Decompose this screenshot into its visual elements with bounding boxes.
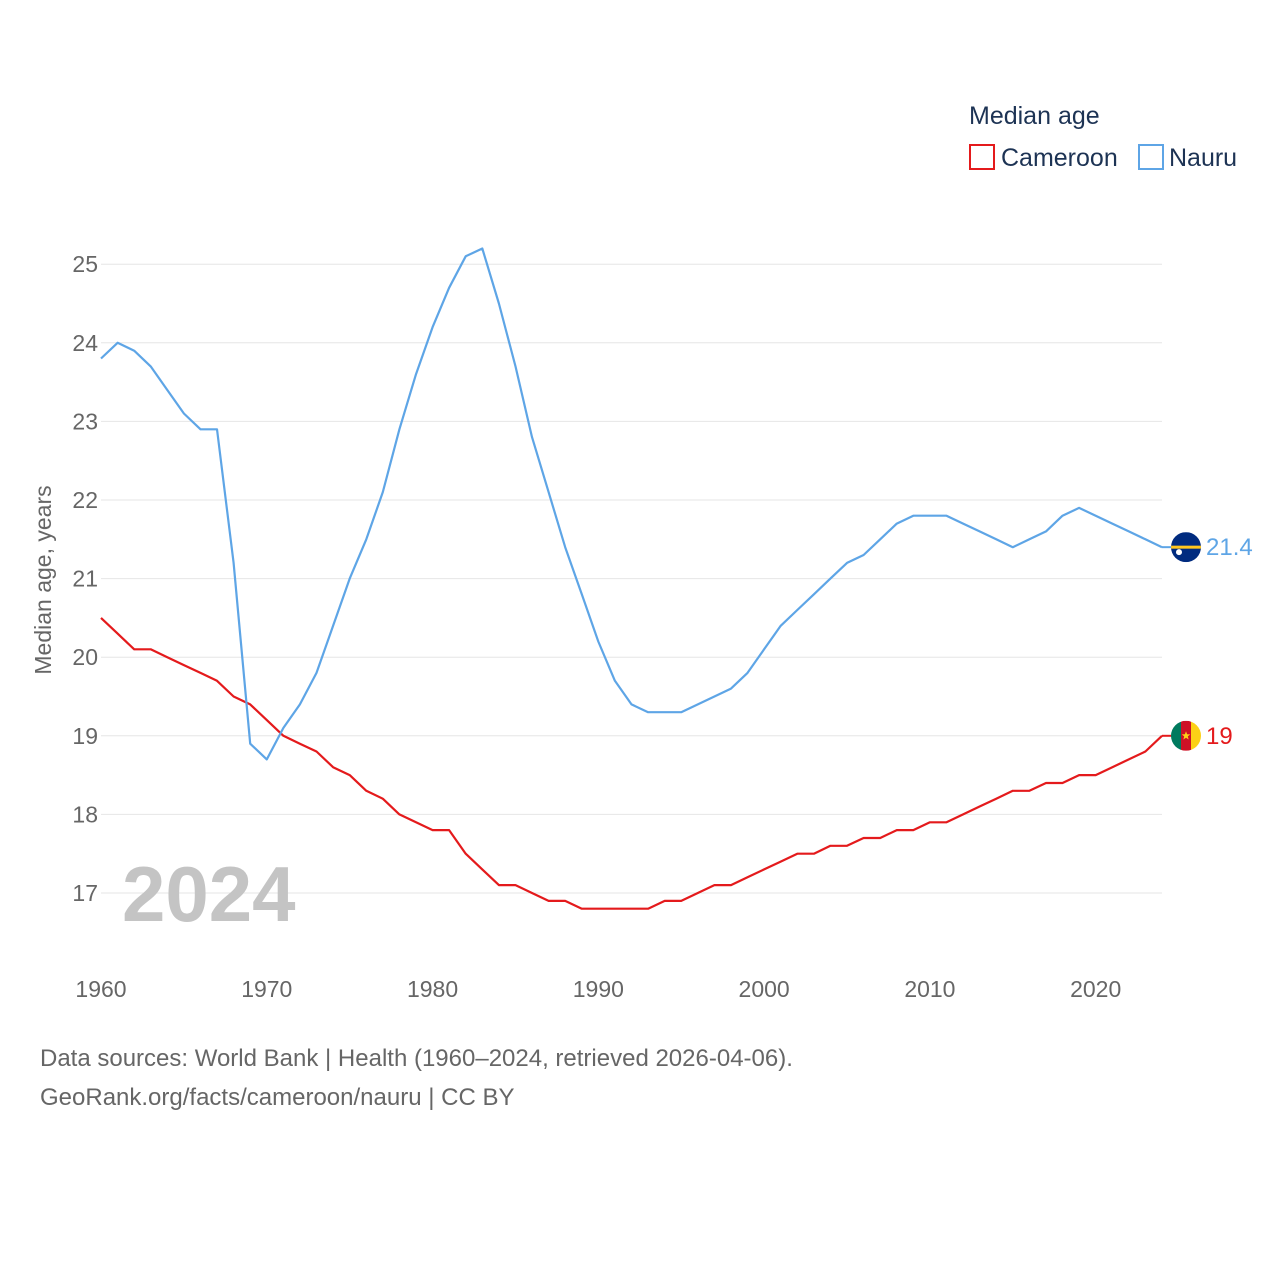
x-tick-label-2010: 2010 (904, 976, 955, 1002)
end-value-label-nauru: 21.4 (1206, 534, 1253, 561)
legend-label-cameroon: Cameroon (1001, 144, 1118, 172)
legend-title: Median age (969, 102, 1100, 130)
x-tick-label-1970: 1970 (241, 976, 292, 1002)
legend-item-cameroon[interactable]: Cameroon (969, 144, 1118, 172)
legend-swatch-nauru (1138, 144, 1164, 170)
grid (101, 263, 1162, 894)
x-tick-label-1960: 1960 (75, 976, 126, 1002)
x-tick-label-1980: 1980 (407, 976, 458, 1002)
legend-swatch-cameroon (969, 144, 995, 170)
y-tick-label-23: 23 (72, 408, 98, 434)
x-tick-label-2000: 2000 (739, 976, 790, 1002)
series-line-nauru[interactable] (100, 247, 1163, 761)
legend: Median age Cameroon Nauru (969, 102, 1237, 172)
y-tick-label-25: 25 (72, 251, 98, 277)
y-tick-label-17: 17 (72, 880, 98, 906)
line-chart: 17 18 19 20 21 22 23 24 25 1960 1970 1980 1990 2000 2… (30, 102, 1253, 1002)
y-tick-label-20: 20 (72, 644, 98, 670)
y-axis-ticks: 17 18 19 20 21 22 23 24 25 (72, 251, 98, 906)
x-tick-label-2020: 2020 (1070, 976, 1121, 1002)
attribution-text[interactable]: GeoRank.org/facts/cameroon/nauru | CC BY (40, 1084, 515, 1111)
y-tick-label-22: 22 (72, 487, 98, 513)
y-tick-label-19: 19 (72, 723, 98, 749)
series-line-cameroon[interactable] (100, 617, 1163, 910)
y-axis-label: Median age, years (30, 485, 56, 674)
y-tick-label-24: 24 (72, 330, 98, 356)
y-tick-label-18: 18 (72, 801, 98, 827)
series-lines (100, 247, 1163, 910)
x-axis-ticks: 1960 1970 1980 1990 2000 2010 2020 (75, 976, 1121, 1002)
data-source-text: Data sources: World Bank | Health (1960–… (40, 1045, 793, 1072)
legend-label-nauru: Nauru (1169, 144, 1237, 172)
legend-item-nauru[interactable]: Nauru (1138, 144, 1237, 172)
series-end-markers: 19 21.4 (1162, 532, 1253, 751)
y-tick-label-21: 21 (72, 566, 98, 592)
end-value-label-cameroon: 19 (1206, 723, 1233, 750)
cameroon-flag-icon (1171, 720, 1201, 751)
x-tick-label-1990: 1990 (573, 976, 624, 1002)
current-year-label: 2024 (122, 850, 296, 938)
nauru-flag-icon (1171, 532, 1201, 563)
